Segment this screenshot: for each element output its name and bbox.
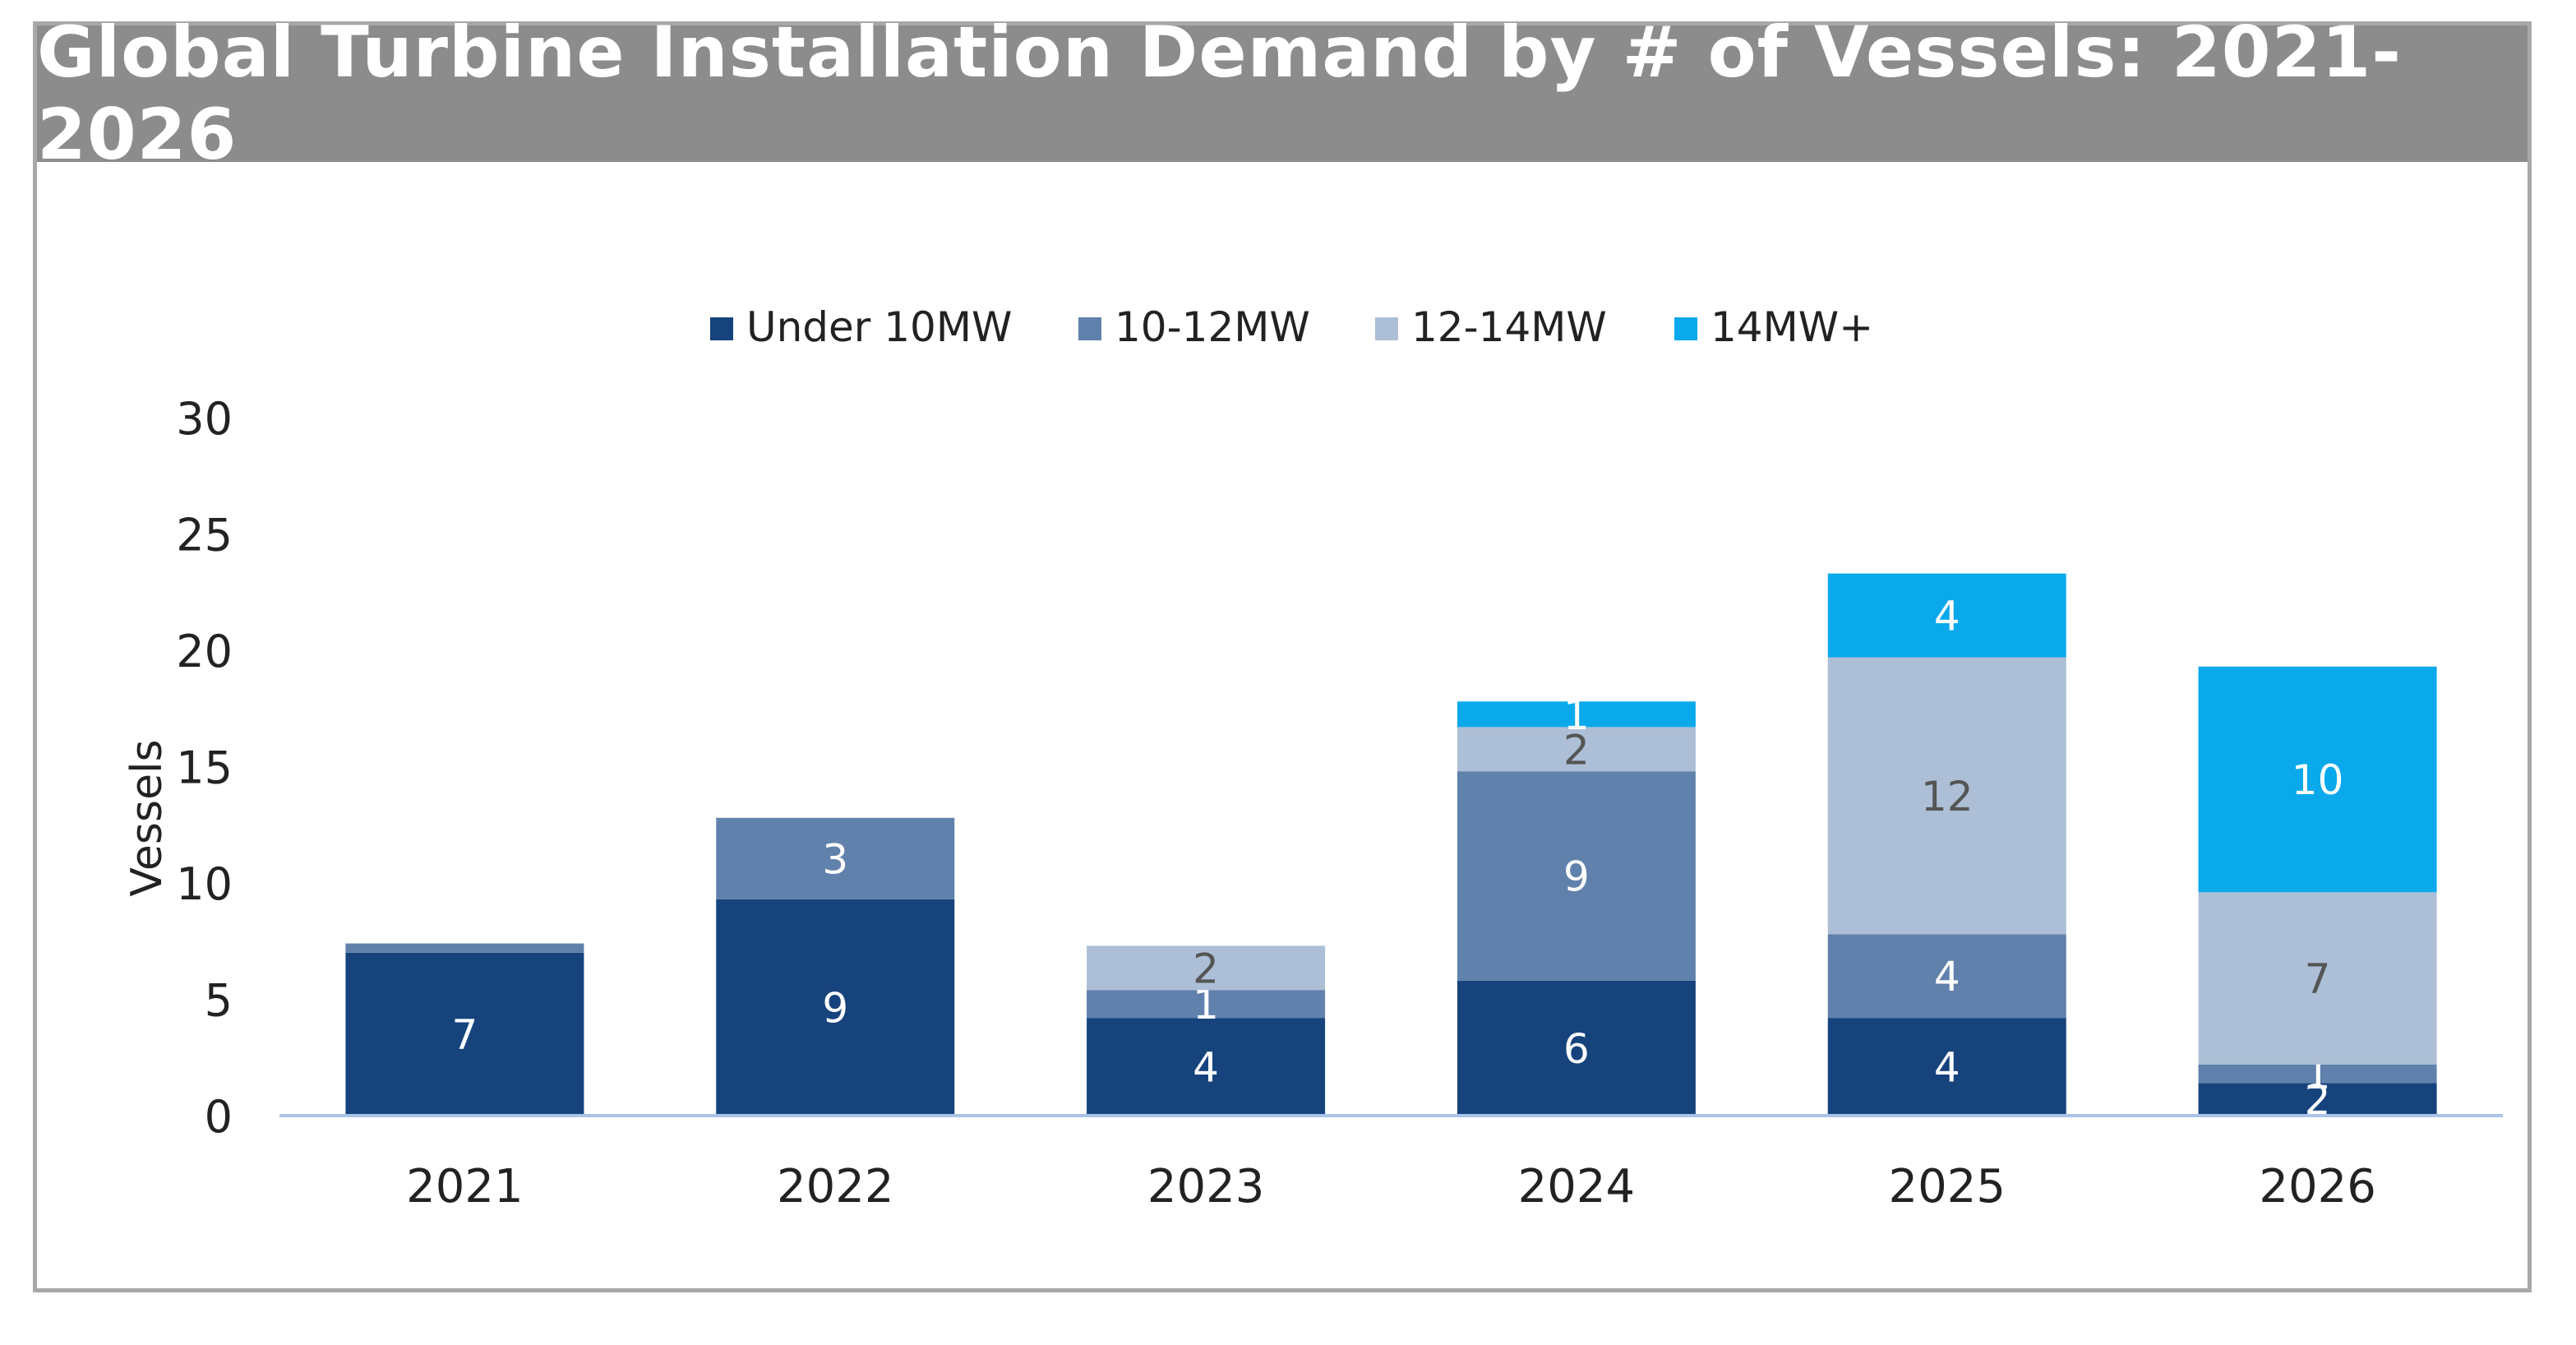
chart-title: Global Turbine Installation Demand by # …	[37, 12, 2402, 176]
bar-segment	[2198, 1064, 2437, 1084]
legend-swatch	[1375, 317, 1398, 340]
data-label: 2	[1193, 945, 1219, 992]
y-tick-label: 0	[205, 1091, 233, 1143]
bar-segment	[1457, 771, 1696, 981]
legend-label: 12-14MW	[1411, 303, 1607, 351]
data-label: 4	[1193, 1044, 1219, 1092]
data-label: 12	[1921, 773, 1974, 820]
bar-segment	[1457, 727, 1696, 772]
legend-swatch	[1078, 317, 1101, 340]
x-tick-label: 2022	[777, 1160, 894, 1213]
bar-segment	[2198, 666, 2437, 893]
x-tick-label: 2023	[1147, 1160, 1265, 1213]
bar-segment	[1087, 945, 1326, 991]
y-tick-label: 15	[176, 742, 233, 794]
legend: Under 10MW 10-12MW 12-14MW 14MW+	[710, 303, 1873, 351]
data-label: 9	[822, 984, 848, 1032]
y-tick-label: 5	[205, 975, 233, 1027]
data-label: 4	[1934, 953, 1960, 1001]
data-label: 6	[1563, 1025, 1590, 1073]
y-tick-label: 30	[176, 393, 233, 445]
x-tick-label: 2021	[406, 1160, 524, 1213]
bar-segment	[1827, 934, 2066, 1019]
bar-segment	[1827, 573, 2066, 658]
legend-label: 14MW+	[1710, 303, 1873, 351]
data-label: 4	[1934, 593, 1960, 640]
legend-label: 10-12MW	[1115, 303, 1310, 351]
bar-segment	[1457, 980, 1696, 1116]
data-label: 7	[2305, 955, 2331, 1003]
bar-segment	[1457, 701, 1696, 728]
x-tick-label: 2024	[1518, 1160, 1636, 1213]
data-label: 9	[1563, 853, 1590, 901]
y-axis: 0 5 10 15 20 25 30	[176, 393, 233, 1143]
bar-segment	[1827, 1018, 2066, 1116]
legend-label: Under 10MW	[746, 303, 1012, 351]
data-label: 1	[1563, 691, 1590, 739]
bar-segment	[2198, 892, 2437, 1065]
legend-swatch	[1674, 317, 1697, 340]
legend-item: 12-14MW	[1375, 303, 1607, 351]
bar-segment	[2198, 1083, 2437, 1116]
bar-segment	[716, 899, 955, 1116]
legend-item: 10-12MW	[1078, 303, 1310, 351]
data-label: 2	[1563, 726, 1590, 774]
data-label: 7	[452, 1011, 478, 1059]
legend-swatch	[710, 317, 733, 340]
y-tick-label: 25	[176, 510, 233, 562]
bar-segment	[1827, 657, 2066, 935]
data-label: 3	[822, 835, 848, 883]
data-label: 4	[1934, 1044, 1960, 1092]
title-bar: Global Turbine Installation Demand by # …	[37, 12, 2528, 176]
x-tick-label: 2025	[1888, 1160, 2006, 1213]
bar-segment	[716, 817, 955, 899]
x-axis: 2021 2022 2023 2024 2025 2026	[279, 1114, 2503, 1213]
y-tick-label: 20	[176, 626, 233, 677]
y-tick-label: 10	[176, 858, 233, 910]
bar-segment	[1087, 1018, 1326, 1116]
data-label: 10	[2292, 756, 2344, 804]
bar-segment	[345, 952, 584, 1116]
x-tick-label: 2026	[2259, 1160, 2376, 1213]
y-axis-title: Vessels	[122, 739, 172, 896]
bar-segment	[345, 943, 584, 953]
bar-segment	[1087, 990, 1326, 1019]
legend-item: 14MW+	[1674, 303, 1873, 351]
legend-item: Under 10MW	[710, 303, 1012, 351]
